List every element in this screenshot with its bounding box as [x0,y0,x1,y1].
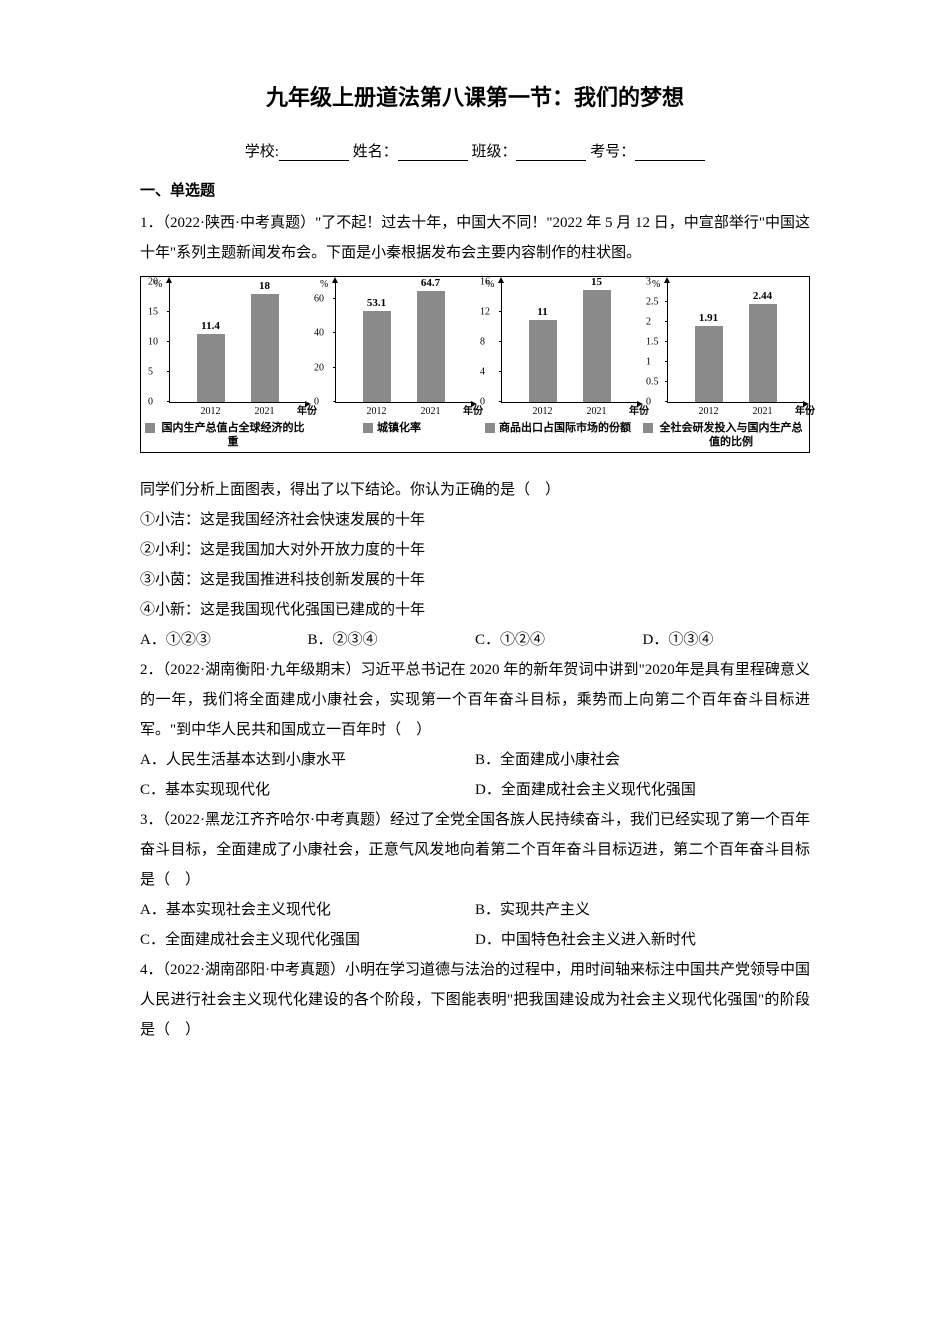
legend-text: 商品出口占国际市场的份额 [499,421,631,435]
q3-options-row1: A．基本实现社会主义现代化 B．实现共产主义 [140,895,810,925]
label-class: 班级： [471,144,516,160]
q2-optB[interactable]: B．全面建成小康社会 [475,745,810,775]
page-title: 九年级上册道法第八课第一节：我们的梦想 [140,80,810,112]
chart-2: %020406053.1201264.72021年份城镇化率 [311,283,473,450]
q1-optD[interactable]: D．①③④ [643,625,811,655]
legend-text: 城镇化率 [377,421,421,435]
q1-s3: ③小茵：这是我国推进科技创新发展的十年 [140,565,810,595]
q1-optC[interactable]: C．①②④ [475,625,643,655]
legend-text: 国内生产总值占全球经济的比重 [159,421,307,450]
q1-optA[interactable]: A．①②③ [140,625,308,655]
q3-optB[interactable]: B．实现共产主义 [475,895,810,925]
label-examno: 考号： [590,144,635,160]
q1-after-chart: 同学们分析上面图表，得出了以下结论。你认为正确的是（ ） [140,475,810,505]
q2-options-row2: C．基本实现现代化 D．全面建成社会主义现代化强国 [140,775,810,805]
q1-s1: ①小洁：这是我国经济社会快速发展的十年 [140,505,810,535]
legend-text: 全社会研发投入与国内生产总值的比例 [657,421,805,450]
q2-optA[interactable]: A．人民生活基本达到小康水平 [140,745,475,775]
blank-school[interactable] [279,147,349,161]
student-info-row: 学校: 姓名： 班级： 考号： [140,140,810,161]
q1-stem: 1．（2022·陕西·中考真题）"了不起！过去十年，中国大不同！"2022 年 … [140,208,810,268]
charts-container: %0510152011.42012182021年份国内生产总值占全球经济的比重 … [140,276,810,453]
q3-optC[interactable]: C．全面建成社会主义现代化强国 [140,925,475,955]
blank-name[interactable] [398,147,468,161]
q3-optA[interactable]: A．基本实现社会主义现代化 [140,895,475,925]
q3-options-row2: C．全面建成社会主义现代化强国 D．中国特色社会主义进入新时代 [140,925,810,955]
label-school: 学校: [245,144,279,160]
q2-optD[interactable]: D．全面建成社会主义现代化强国 [475,775,810,805]
legend-swatch [485,423,495,433]
q2-stem: 2．（2022·湖南衡阳·九年级期末）习近平总书记在 2020 年的新年贺词中讲… [140,655,810,745]
blank-class[interactable] [516,147,586,161]
chart-3: %0481216112012152021年份商品出口占国际市场的份额 [477,283,639,450]
q1-s4: ④小新：这是我国现代化强国已建成的十年 [140,595,810,625]
chart-1: %0510152011.42012182021年份国内生产总值占全球经济的比重 [145,283,307,450]
q2-options-row1: A．人民生活基本达到小康水平 B．全面建成小康社会 [140,745,810,775]
legend-swatch [145,423,155,433]
section-header: 一、单选题 [140,179,810,200]
q1-optB[interactable]: B．②③④ [308,625,476,655]
legend-swatch [363,423,373,433]
q3-optD[interactable]: D．中国特色社会主义进入新时代 [475,925,810,955]
q4-stem: 4．（2022·湖南邵阳·中考真题）小明在学习道德与法治的过程中，用时间轴来标注… [140,955,810,1045]
q3-stem: 3．（2022·黑龙江齐齐哈尔·中考真题）经过了全党全国各族人民持续奋斗，我们已… [140,805,810,895]
q2-optC[interactable]: C．基本实现现代化 [140,775,475,805]
label-name: 姓名： [353,144,398,160]
q1-options: A．①②③ B．②③④ C．①②④ D．①③④ [140,625,810,655]
blank-examno[interactable] [635,147,705,161]
legend-swatch [643,423,653,433]
q1-s2: ②小利：这是我国加大对外开放力度的十年 [140,535,810,565]
chart-4: %00.511.522.531.9120122.442021年份全社会研发投入与… [643,283,805,450]
